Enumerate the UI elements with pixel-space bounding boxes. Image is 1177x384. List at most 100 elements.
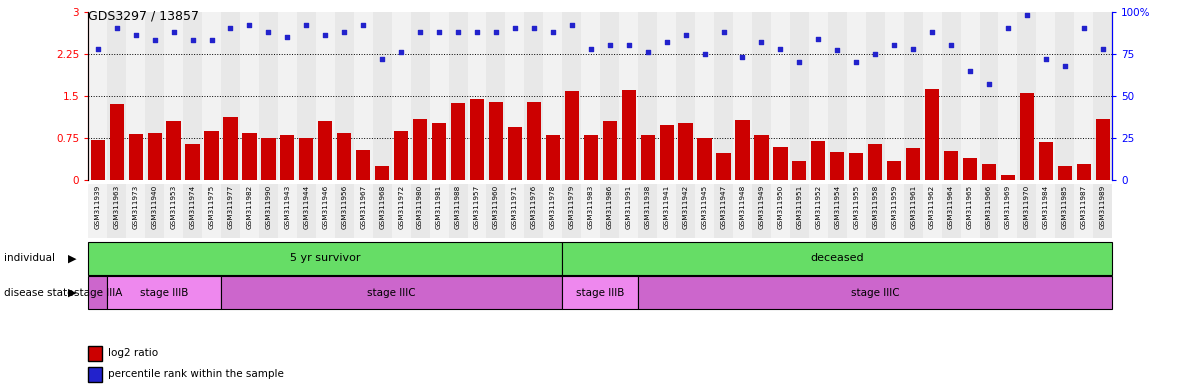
Text: GDS3297 / 13857: GDS3297 / 13857 <box>88 10 199 23</box>
Bar <box>467 184 486 238</box>
Bar <box>357 149 371 180</box>
Bar <box>866 12 885 180</box>
Bar <box>299 138 313 180</box>
Bar <box>1056 184 1075 238</box>
Bar <box>678 123 693 180</box>
Bar <box>91 140 105 180</box>
Bar <box>507 127 523 180</box>
Bar <box>733 12 752 180</box>
Bar <box>563 242 1112 275</box>
Bar <box>166 121 181 180</box>
Point <box>923 29 942 35</box>
Bar <box>696 12 714 180</box>
Point <box>979 81 998 87</box>
Bar <box>451 103 465 180</box>
Bar <box>202 184 221 238</box>
Bar <box>546 136 560 180</box>
Bar <box>944 151 958 180</box>
Bar <box>1093 184 1112 238</box>
Bar <box>373 184 392 238</box>
Text: GSM311941: GSM311941 <box>664 184 670 228</box>
Point <box>164 29 182 35</box>
Bar <box>315 12 334 180</box>
Bar <box>544 184 563 238</box>
Bar <box>754 136 769 180</box>
Text: GSM311969: GSM311969 <box>1005 184 1011 228</box>
Bar <box>107 12 126 180</box>
Point <box>126 32 145 38</box>
Bar <box>659 125 673 180</box>
Bar <box>413 119 427 180</box>
Text: GSM311982: GSM311982 <box>246 184 252 228</box>
Bar <box>88 184 107 238</box>
Point <box>1075 25 1093 31</box>
Bar <box>584 136 598 180</box>
Bar <box>736 120 750 180</box>
Bar <box>581 12 600 180</box>
Bar <box>714 12 733 180</box>
Bar <box>619 184 638 238</box>
Text: GSM311945: GSM311945 <box>701 184 707 228</box>
Bar <box>960 12 979 180</box>
Bar <box>809 12 827 180</box>
Bar <box>600 12 619 180</box>
Text: GSM311990: GSM311990 <box>266 184 272 228</box>
Bar <box>792 161 806 180</box>
Bar <box>979 12 998 180</box>
Bar <box>603 121 617 180</box>
Bar <box>676 184 696 238</box>
Text: GSM311960: GSM311960 <box>493 184 499 228</box>
Point <box>714 29 733 35</box>
Point <box>184 37 202 43</box>
Bar <box>563 276 638 309</box>
Point <box>467 29 486 35</box>
Bar <box>280 136 294 180</box>
Bar <box>1039 142 1053 180</box>
Bar <box>126 12 145 180</box>
Point <box>486 29 505 35</box>
Bar <box>164 184 184 238</box>
Text: deceased: deceased <box>811 253 864 263</box>
Bar <box>221 184 240 238</box>
Point <box>240 22 259 28</box>
Bar <box>1093 12 1112 180</box>
Bar <box>638 12 657 180</box>
Bar <box>925 89 939 180</box>
Bar <box>354 12 373 180</box>
Point <box>88 46 107 52</box>
Text: GSM311981: GSM311981 <box>437 184 443 228</box>
Bar <box>982 164 996 180</box>
Bar <box>432 123 446 180</box>
Bar <box>411 184 430 238</box>
Text: GSM311944: GSM311944 <box>304 184 310 228</box>
Bar <box>1017 184 1037 238</box>
Bar <box>527 102 541 180</box>
Text: stage IIIB: stage IIIB <box>140 288 188 298</box>
Bar <box>240 184 259 238</box>
Text: GSM311986: GSM311986 <box>607 184 613 228</box>
Bar <box>827 184 846 238</box>
Text: GSM311983: GSM311983 <box>587 184 593 228</box>
Text: GSM311940: GSM311940 <box>152 184 158 228</box>
Point <box>904 46 923 52</box>
Bar <box>1075 12 1093 180</box>
Point <box>430 29 448 35</box>
Text: GSM311952: GSM311952 <box>816 184 822 228</box>
Bar <box>392 12 411 180</box>
Text: GSM311973: GSM311973 <box>133 184 139 228</box>
Text: GSM311965: GSM311965 <box>967 184 973 228</box>
Bar <box>486 12 505 180</box>
Text: GSM311955: GSM311955 <box>853 184 859 228</box>
Bar <box>145 184 164 238</box>
Bar <box>392 184 411 238</box>
Point <box>1017 12 1036 18</box>
Point <box>259 29 278 35</box>
Bar <box>942 12 960 180</box>
Bar <box>107 276 221 309</box>
Point <box>278 34 297 40</box>
Bar <box>1075 184 1093 238</box>
Bar <box>657 184 676 238</box>
Bar <box>430 12 448 180</box>
Point <box>544 29 563 35</box>
Text: GSM311977: GSM311977 <box>227 184 233 228</box>
